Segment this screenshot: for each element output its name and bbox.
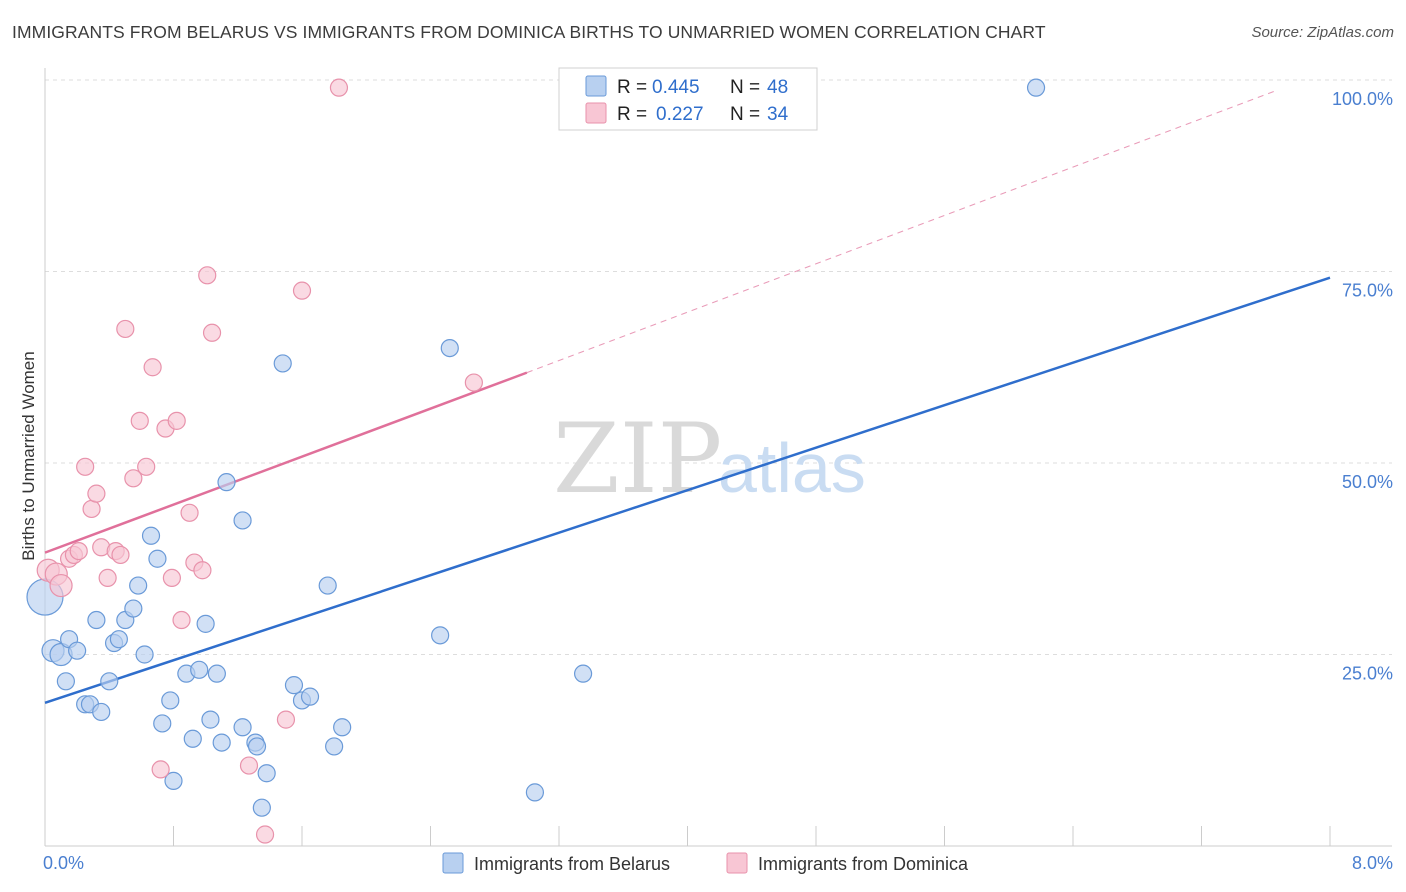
point-dominica (111, 545, 130, 565)
point-belarus (573, 664, 593, 683)
point-belarus (273, 354, 292, 373)
tick-labels: 25.0% 50.0% 75.0% 100.0% 0.0% 8.0% (43, 89, 1393, 873)
point-belarus (325, 737, 344, 756)
point-belarus (56, 672, 75, 691)
trend-line-dominica (44, 371, 528, 554)
point-belarus (196, 614, 215, 633)
y-tick-label: 25.0% (1342, 664, 1393, 684)
point-dominica (69, 541, 88, 561)
point-belarus (318, 576, 337, 595)
point-dominica (82, 499, 101, 519)
legend-r-label: R = (617, 77, 647, 98)
point-belarus (124, 599, 143, 618)
point-dominica (180, 503, 199, 522)
legend-swatch-dominica (726, 852, 748, 874)
legend-label-belarus: Immigrants from Belarus (474, 854, 670, 874)
point-dominica (292, 281, 312, 300)
point-belarus (252, 798, 271, 817)
point-dominica (202, 323, 222, 342)
trend-extension-dominica (526, 91, 1274, 374)
watermark-atlas: atlas (718, 429, 866, 507)
point-belarus (87, 610, 106, 630)
trend-lines (44, 91, 1331, 704)
y-tick-label: 75.0% (1342, 281, 1393, 301)
watermark-zip: ZIP (553, 403, 722, 515)
x-tick-label: 8.0% (1352, 853, 1393, 873)
point-dominica (276, 710, 296, 729)
legend-swatch-belarus (585, 75, 607, 97)
gridlines (45, 79, 1392, 655)
point-belarus (148, 549, 167, 568)
point-belarus (129, 576, 148, 595)
legend-label-dominica: Immigrants from Dominica (758, 854, 969, 874)
data-points (26, 78, 1046, 844)
x-tick-label: 0.0% (43, 853, 84, 873)
axes (44, 68, 1392, 847)
point-belarus (190, 660, 209, 679)
legend-swatch-dominica (585, 102, 607, 124)
point-dominica (137, 457, 156, 476)
point-dominica (198, 266, 217, 285)
legend-n-label: N = (730, 104, 760, 125)
point-belarus (1026, 78, 1046, 97)
point-belarus (300, 687, 320, 706)
point-dominica (239, 756, 259, 775)
point-belarus (135, 645, 154, 664)
point-dominica (162, 568, 181, 588)
point-dominica (151, 760, 170, 779)
point-belarus (233, 718, 252, 737)
point-belarus (141, 526, 161, 545)
point-belarus (92, 702, 111, 722)
point-belarus (333, 718, 352, 737)
point-dominica (464, 373, 483, 392)
legend-n-value: 48 (767, 77, 788, 98)
point-dominica (116, 319, 135, 339)
point-belarus (68, 641, 87, 660)
legend-swatch-belarus (442, 852, 464, 874)
point-dominica (49, 573, 73, 598)
point-dominica (98, 568, 117, 588)
point-dominica (329, 78, 349, 97)
point-belarus (109, 630, 128, 649)
point-belarus (153, 714, 172, 733)
point-belarus (247, 737, 267, 756)
point-dominica (255, 825, 275, 844)
point-dominica (193, 561, 212, 580)
y-tick-label: 50.0% (1342, 472, 1393, 492)
point-belarus (207, 664, 226, 683)
point-dominica (130, 411, 149, 430)
source-label: Source: ZipAtlas.com (1251, 24, 1394, 41)
series-legend: Immigrants from Belarus Immigrants from … (442, 852, 969, 874)
point-belarus (164, 771, 183, 790)
legend-n-value: 34 (767, 104, 789, 125)
point-belarus (525, 783, 545, 802)
point-dominica (172, 610, 191, 630)
point-belarus (212, 733, 231, 752)
y-axis-label: Births to Unmarried Women (19, 351, 38, 560)
point-dominica (167, 411, 186, 430)
point-belarus (431, 626, 450, 645)
point-belarus (161, 691, 180, 710)
legend-r-label: R = (617, 104, 647, 125)
point-belarus (217, 473, 236, 492)
point-dominica (87, 484, 106, 503)
point-dominica (76, 457, 95, 476)
trend-line-belarus (44, 276, 1331, 704)
legend-r-value: 0.227 (656, 104, 704, 125)
point-belarus (201, 710, 220, 729)
point-belarus (284, 676, 304, 695)
point-belarus (257, 764, 276, 783)
point-belarus (183, 729, 202, 748)
chart-title: IMMIGRANTS FROM BELARUS VS IMMIGRANTS FR… (12, 22, 1046, 42)
point-belarus (100, 672, 119, 691)
legend-r-value: 0.445 (652, 77, 700, 98)
legend-n-label: N = (730, 77, 760, 98)
stats-legend: R = 0.445 N = 48 R = 0.227 N = 34 (558, 67, 818, 131)
point-dominica (143, 358, 162, 377)
point-belarus (233, 511, 252, 530)
point-dominica (124, 469, 143, 488)
point-belarus (440, 339, 459, 358)
y-tick-label: 100.0% (1332, 89, 1393, 109)
